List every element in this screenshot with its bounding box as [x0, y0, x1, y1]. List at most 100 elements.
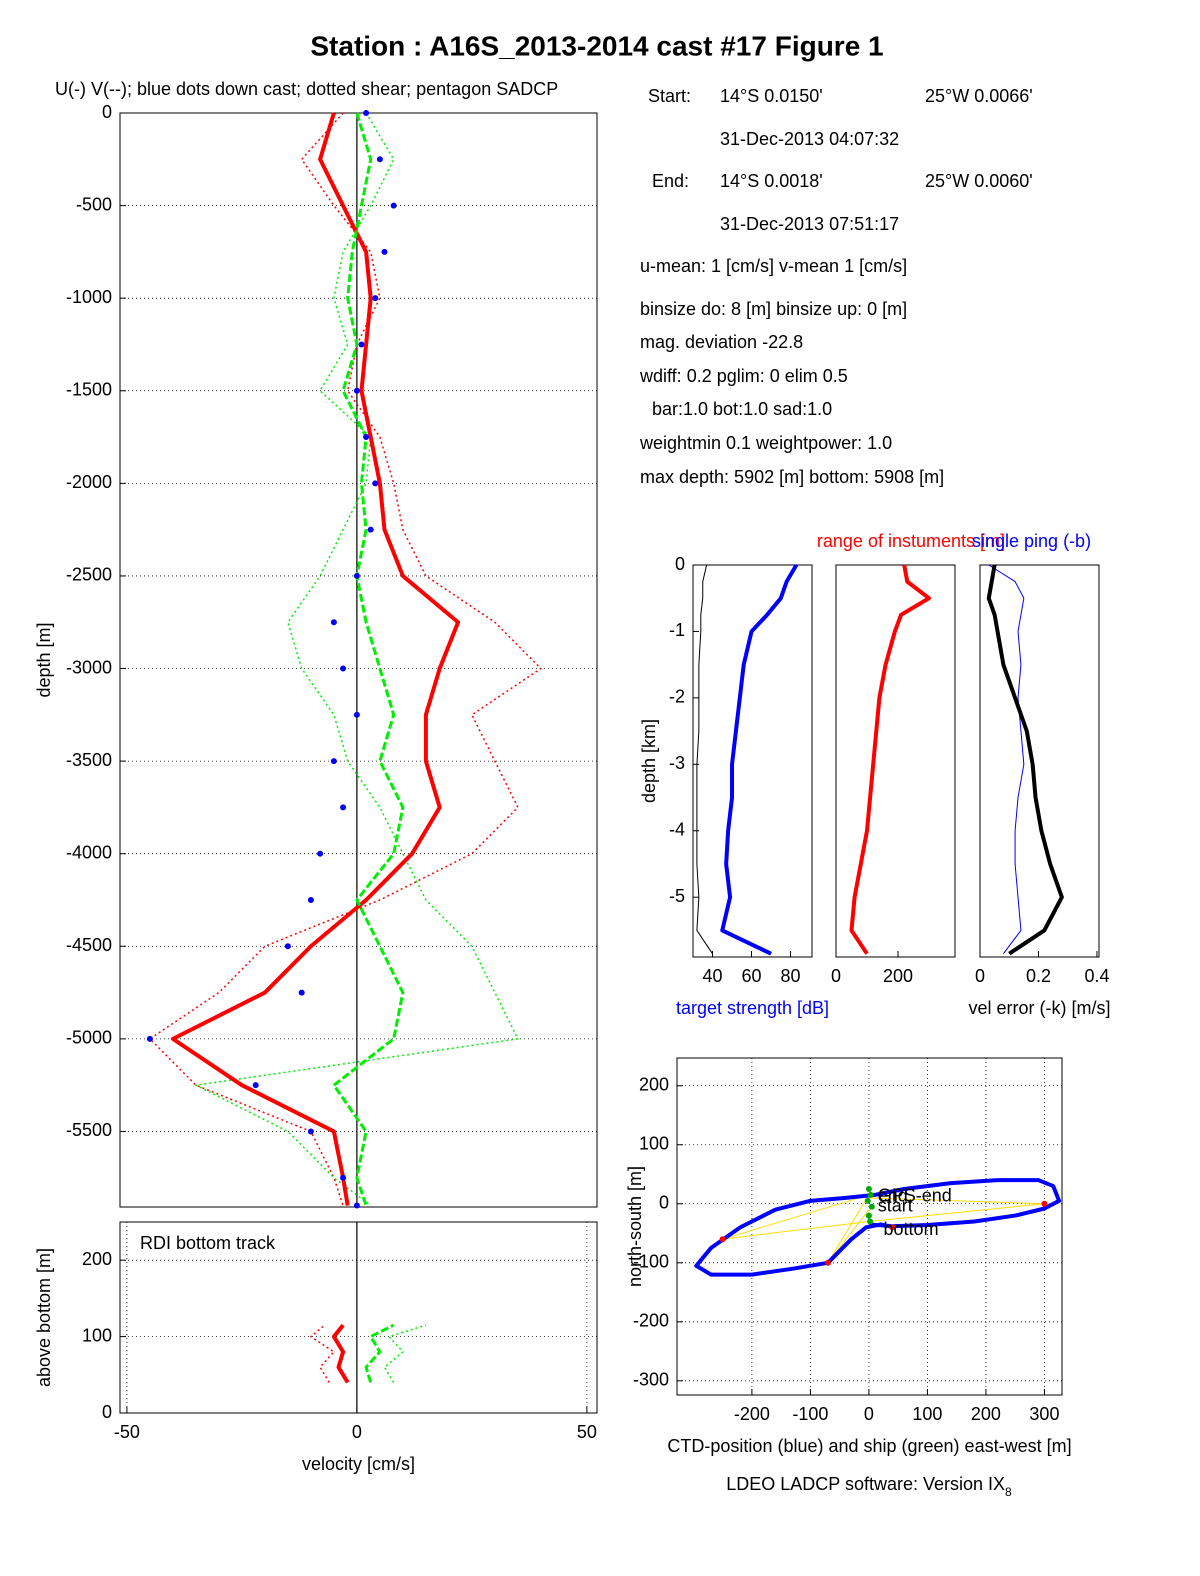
plot-frame	[979, 564, 1100, 958]
y-axis-label: north-south [m]	[625, 1166, 645, 1287]
data-point	[867, 1191, 874, 1198]
info-text: 14°S 0.0150'	[720, 86, 823, 106]
x-tick-label: -200	[734, 1404, 770, 1424]
data-point	[146, 1035, 153, 1042]
y-tick-label: -2	[669, 687, 685, 707]
info-text: wdiff: 0.2 pglim: 0 elim 0.5	[639, 366, 848, 386]
data-point	[1041, 1200, 1048, 1207]
y-tick-label: 0	[675, 554, 685, 574]
x-axis-label: velocity [cm/s]	[302, 1454, 415, 1474]
y-tick-label: -1	[669, 620, 685, 640]
subtitle: U(-) V(--); blue dots down cast; dotted …	[55, 79, 558, 99]
y-tick-label: -2500	[66, 565, 112, 585]
x-tick-label: 80	[781, 966, 801, 986]
data-point	[298, 989, 305, 996]
info-text: End:	[652, 171, 689, 191]
y-tick-label: -5	[669, 886, 685, 906]
data-line	[195, 112, 519, 1207]
data-point	[353, 387, 360, 394]
y-axis-label: depth [km]	[639, 719, 659, 803]
data-line	[849, 564, 931, 955]
y-tick-label: 0	[659, 1193, 669, 1213]
y-tick-label: -4500	[66, 935, 112, 955]
info-text: max depth: 5902 [m] bottom: 5908 [m]	[640, 467, 944, 487]
data-point	[367, 526, 374, 533]
data-point	[372, 295, 379, 302]
data-point	[381, 248, 388, 255]
y-tick-label: -300	[633, 1370, 669, 1390]
info-text: 31-Dec-2013 07:51:17	[720, 214, 899, 234]
y-tick-label: -5000	[66, 1028, 112, 1048]
x-tick-label: 0	[831, 966, 841, 986]
x-tick-label: 40	[702, 966, 722, 986]
info-text: 31-Dec-2013 04:07:32	[720, 129, 899, 149]
footer: LDEO LADCP software: Version IX8	[726, 1474, 1012, 1499]
data-point	[284, 943, 291, 950]
data-line	[149, 112, 542, 1206]
x-tick-label: 0	[352, 1422, 362, 1442]
data-line	[988, 564, 1025, 954]
data-point	[340, 804, 347, 811]
plot-frame	[119, 1221, 598, 1414]
y-tick-label: 100	[639, 1134, 669, 1154]
data-line	[332, 112, 405, 1206]
annotation: end	[878, 1185, 908, 1205]
info-text: weightmin 0.1 weightpower: 1.0	[639, 433, 892, 453]
info-text: 25°W 0.0066'	[925, 86, 1033, 106]
x-tick-label: 100	[912, 1404, 942, 1424]
info-text: 14°S 0.0018'	[720, 171, 823, 191]
y-tick-label: 0	[102, 1402, 112, 1422]
y-tick-label: 100	[82, 1325, 112, 1345]
data-point	[252, 1082, 259, 1089]
x-tick-label: 200	[883, 966, 913, 986]
data-point	[824, 1259, 831, 1266]
annotation: bottom	[884, 1219, 939, 1239]
info-text: bar:1.0 bot:1.0 sad:1.0	[652, 399, 832, 419]
info-text: u-mean: 1 [cm/s] v-mean 1 [cm/s]	[640, 256, 907, 276]
y-tick-label: 0	[102, 102, 112, 122]
data-line	[383, 1324, 427, 1383]
info-text: 25°W 0.0060'	[925, 171, 1033, 191]
data-line	[694, 1178, 1062, 1277]
x-axis-label: target strength [dB]	[676, 998, 829, 1018]
data-point	[865, 1186, 872, 1193]
footer-sub: 8	[1005, 1485, 1012, 1499]
info-text: mag. deviation -22.8	[640, 332, 803, 352]
x-tick-label: 0	[864, 1404, 874, 1424]
x-tick-label: 300	[1029, 1404, 1059, 1424]
data-line	[170, 112, 461, 1206]
data-line	[986, 564, 1064, 956]
y-tick-label: -4000	[66, 842, 112, 862]
data-point	[865, 1212, 872, 1219]
footer-text: LDEO LADCP software: Version IX	[726, 1474, 1005, 1494]
panel-title: range of instuments [m]	[817, 531, 1005, 551]
panel-title: single ping (-b)	[972, 531, 1091, 551]
x-axis-label: CTD-position (blue) and ship (green) eas…	[667, 1436, 1071, 1456]
x-axis-label: vel error (-k) [m/s]	[969, 998, 1111, 1018]
data-point	[889, 1224, 896, 1231]
x-tick-label: 0.2	[1026, 966, 1051, 986]
y-tick-label: 200	[82, 1249, 112, 1269]
data-point	[330, 619, 337, 626]
x-tick-label: 0	[975, 966, 985, 986]
data-point	[340, 665, 347, 672]
y-axis-label: above bottom [m]	[34, 1248, 54, 1387]
y-axis-label: depth [m]	[34, 622, 54, 697]
plot-frame	[119, 112, 598, 1208]
y-tick-label: -1000	[66, 287, 112, 307]
data-point	[330, 758, 337, 765]
data-point	[353, 572, 360, 579]
y-tick-label: -2000	[66, 472, 112, 492]
x-tick-label: 0.4	[1084, 966, 1109, 986]
y-tick-label: -1500	[66, 380, 112, 400]
x-tick-label: 50	[577, 1422, 597, 1442]
data-point	[390, 202, 397, 209]
x-tick-label: -100	[792, 1404, 828, 1424]
data-line	[310, 1324, 335, 1383]
data-point	[340, 1174, 347, 1181]
data-point	[376, 156, 383, 163]
data-line	[331, 1323, 350, 1384]
data-point	[867, 1218, 874, 1225]
y-tick-label: -100	[633, 1252, 669, 1272]
